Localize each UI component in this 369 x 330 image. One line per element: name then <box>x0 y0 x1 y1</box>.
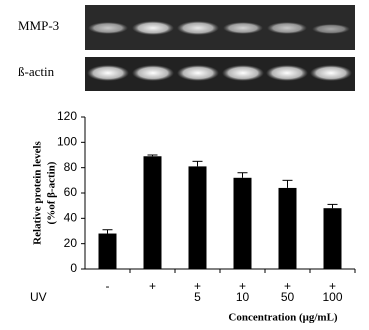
band <box>132 65 174 81</box>
band <box>177 21 219 35</box>
bar <box>98 233 117 269</box>
x-tick-label: + <box>284 279 291 293</box>
band <box>132 21 174 35</box>
band <box>177 65 219 81</box>
error-bar <box>147 154 158 157</box>
concentration-label: 10 <box>236 290 250 304</box>
error-bar <box>327 203 338 209</box>
bar <box>143 156 162 269</box>
error-bar <box>237 172 248 178</box>
concentration-label: 100 <box>322 290 342 304</box>
y-axis-label: (%of β-actin) <box>46 161 58 224</box>
actin-blot <box>85 57 355 91</box>
bar <box>233 177 252 269</box>
y-tick-label: 80 <box>64 160 78 174</box>
band <box>266 65 308 81</box>
y-axis-label: Relative protein levels <box>32 140 44 244</box>
y-tick-label: 60 <box>64 185 78 199</box>
blot-label: MMP-3 <box>18 18 59 33</box>
band <box>88 22 128 34</box>
x-tick-label: + <box>194 279 201 293</box>
row-label: UV <box>30 290 47 304</box>
blot-images <box>85 5 355 91</box>
y-tick-label: 40 <box>64 211 78 225</box>
y-tick-label: 120 <box>57 109 77 123</box>
concentration-label: 5 <box>194 290 201 304</box>
x-tick-label: + <box>149 279 156 293</box>
x-axis-label: Concentration (μg/mL) <box>228 312 338 324</box>
band <box>87 65 129 81</box>
bar <box>188 166 207 269</box>
y-tick-label: 0 <box>70 261 77 275</box>
error-bar <box>282 179 293 188</box>
band <box>312 24 350 34</box>
y-tick-label: 100 <box>57 135 77 149</box>
concentration-label: 50 <box>281 290 295 304</box>
x-tick-label: - <box>106 279 110 293</box>
error-bar <box>192 160 203 167</box>
error-bar <box>102 229 113 234</box>
band <box>223 22 263 34</box>
bar <box>323 208 342 269</box>
mmp3-blot <box>85 5 355 50</box>
band <box>222 65 264 81</box>
band <box>267 22 307 34</box>
band <box>310 65 352 81</box>
bar <box>278 187 297 269</box>
y-tick-label: 20 <box>64 236 78 250</box>
blot-label: ß-actin <box>18 64 55 79</box>
x-tick-label: + <box>239 279 246 293</box>
x-tick-label: + <box>329 279 336 293</box>
